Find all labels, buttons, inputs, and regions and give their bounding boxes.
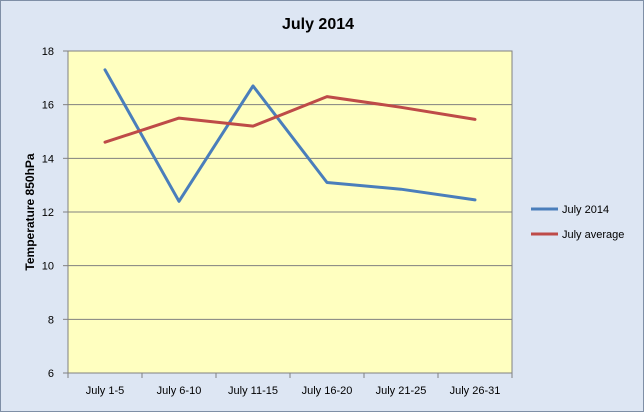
legend-label: July 2014 [562, 204, 609, 216]
y-tick-label: 18 [42, 46, 54, 58]
series-layer [103, 68, 477, 203]
y-tick-label: 8 [48, 314, 54, 326]
y-axis-title: Temperature 850hPa [23, 153, 37, 270]
y-tick-label: 10 [42, 261, 54, 273]
x-tick-label: July 1-5 [86, 385, 125, 397]
x-tick-label: July 6-10 [157, 385, 202, 397]
x-tick-label: July 26-31 [450, 385, 501, 397]
y-tick-label: 6 [48, 368, 54, 380]
x-tick-label: July 11-15 [228, 385, 278, 397]
x-tick-label: July 21-25 [376, 385, 427, 397]
x-axis-ticks: July 1-5 July 6-10 July 11-15 July 16-20 Jul… [67, 373, 513, 397]
y-axis-ticks: 6 8 10 12 14 16 18 [42, 46, 68, 380]
y-tick-label: 12 [42, 207, 54, 219]
y-tick-label: 14 [42, 153, 54, 165]
grid-lines [68, 104, 512, 320]
legend: July 2014 July average [531, 204, 624, 241]
legend-label: July average [562, 229, 624, 241]
series-line-july-average [103, 95, 477, 144]
series-line-july-2014 [103, 68, 477, 203]
x-tick-label: July 16-20 [302, 385, 353, 397]
chart-title: July 2014 [282, 16, 354, 33]
y-tick-label: 16 [42, 100, 54, 112]
